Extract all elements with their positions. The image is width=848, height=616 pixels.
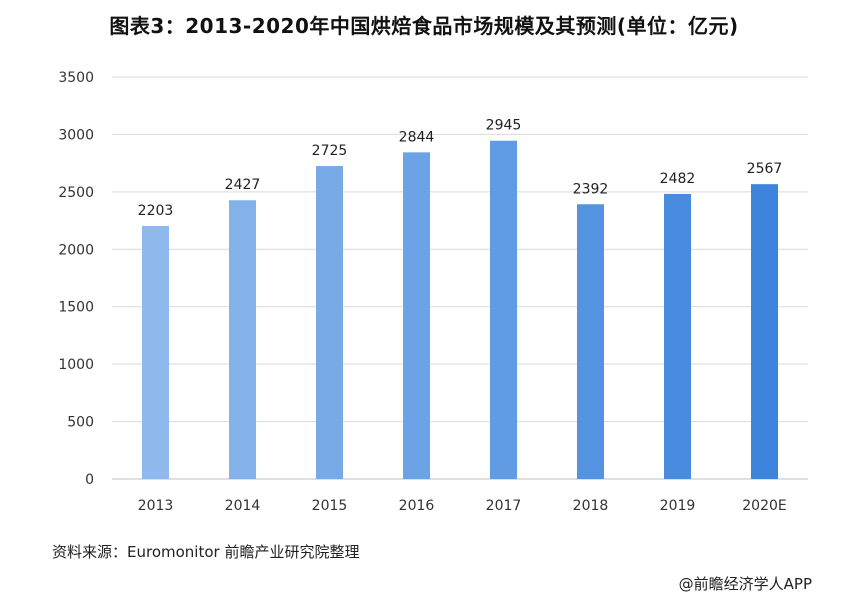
x-tick-label: 2019 [660, 498, 696, 514]
data-label-2013: 2203 [138, 203, 174, 219]
data-label-2015: 2725 [312, 143, 348, 159]
data-label-2016: 2844 [399, 129, 435, 145]
bar-2020E [751, 184, 778, 479]
x-tick-label: 2016 [399, 498, 435, 514]
x-tick-label: 2013 [138, 498, 174, 514]
bars [142, 140, 778, 480]
credit-note: @前瞻经济学人APP [678, 575, 812, 593]
y-axis-ticks: 0 500 1000 1500 2000 2500 3000 3500 [58, 70, 94, 488]
bar-2016 [403, 152, 430, 479]
y-tick-label: 2500 [58, 185, 94, 201]
bar-2014 [229, 200, 256, 480]
x-tick-label: 2017 [486, 498, 522, 514]
x-tick-label: 2020E [742, 498, 786, 514]
gridlines [112, 76, 808, 480]
y-tick-label: 500 [67, 415, 94, 431]
x-axis-ticks: 2013 2014 2015 2016 2017 2018 2019 2020E [138, 498, 787, 514]
y-tick-label: 3000 [58, 127, 94, 143]
data-label-2014: 2427 [225, 177, 261, 193]
x-tick-label: 2018 [573, 498, 609, 514]
y-tick-label: 2000 [58, 242, 94, 258]
bar-2019 [664, 193, 691, 480]
bar-2017 [490, 140, 517, 479]
data-labels: 2203 2427 2725 2844 2945 2392 2482 2567 [138, 118, 783, 219]
y-tick-label: 0 [85, 472, 94, 488]
bar-2013 [142, 225, 169, 479]
source-note: 资料来源：Euromonitor 前瞻产业研究院整理 [52, 543, 360, 561]
chart-title: 图表3：2013-2020年中国烘焙食品市场规模及其预测(单位：亿元) [109, 14, 739, 38]
x-tick-label: 2014 [225, 498, 261, 514]
y-tick-label: 1500 [58, 300, 94, 316]
data-label-2018: 2392 [573, 181, 609, 197]
y-tick-label: 1000 [58, 357, 94, 373]
bar-2015 [316, 166, 343, 479]
y-tick-label: 3500 [58, 70, 94, 86]
x-tick-label: 2015 [312, 498, 348, 514]
bar-2018 [577, 204, 604, 479]
data-label-2020E: 2567 [747, 161, 783, 177]
data-label-2017: 2945 [486, 118, 522, 134]
data-label-2019: 2482 [660, 171, 696, 187]
